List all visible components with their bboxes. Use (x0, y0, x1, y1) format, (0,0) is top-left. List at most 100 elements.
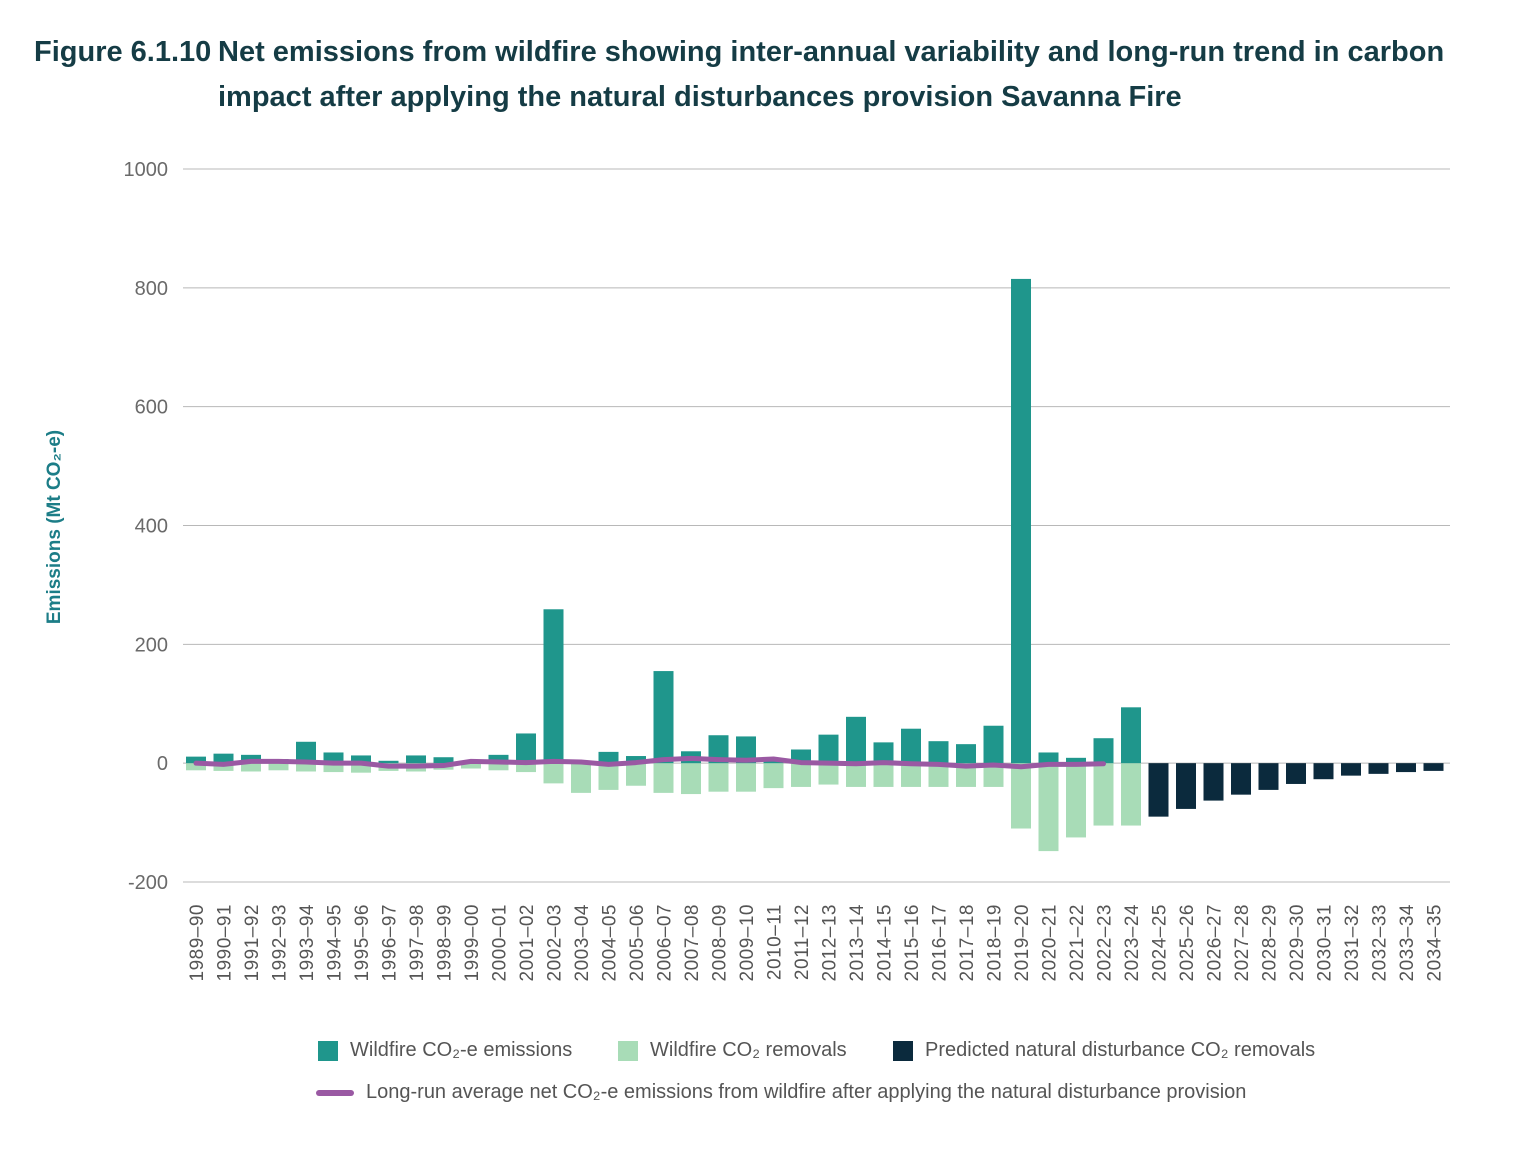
x-tick-label: 2016–17 (930, 904, 951, 981)
removals-bar (1011, 763, 1031, 829)
figure-number: Figure 6.1.10 (34, 36, 212, 68)
x-tick-label: 2010–11 (765, 904, 786, 980)
emissions-bar (351, 755, 371, 764)
x-tick-label: 1989–90 (187, 904, 208, 981)
removals-bar (873, 763, 894, 787)
y-tick-label: 1000 (124, 159, 169, 181)
x-tick-label: 2003–04 (572, 904, 593, 981)
emissions-bar (626, 756, 646, 764)
removals-bar (351, 763, 371, 773)
y-tick-label: 0 (157, 753, 168, 775)
emissions-bar (846, 716, 866, 764)
removals-bar (736, 763, 756, 792)
removals-bar (296, 763, 316, 772)
removals-bar (708, 763, 729, 792)
x-tick-label: 2031–32 (1342, 904, 1363, 981)
x-tick-label: 1997–98 (407, 904, 428, 981)
x-tick-label: 2014–15 (875, 904, 896, 981)
emissions-bar (653, 671, 674, 764)
x-tick-label: 2021–22 (1067, 904, 1088, 981)
emissions-bar (186, 756, 206, 764)
emissions-bar (1066, 757, 1086, 764)
figure-title: Net emissions from wildfire showing inte… (218, 36, 1445, 113)
removals-bar (956, 763, 976, 787)
x-tick-label: 1998–99 (435, 904, 456, 981)
x-tick-label: 1999–00 (462, 904, 483, 981)
emissions-bar (928, 741, 949, 764)
predicted-removals-bar (1258, 763, 1279, 790)
removals-bar (928, 763, 949, 787)
emissions-bar (516, 733, 536, 764)
removals-bar (571, 763, 591, 793)
removals-bar (268, 763, 289, 771)
y-tick-label: 200 (135, 634, 168, 656)
predicted-removals-bar (1396, 763, 1416, 773)
y-axis-ticks: 1000 800 600 400 200 0 -200 (124, 159, 169, 894)
x-tick-label: 2032–33 (1370, 904, 1391, 981)
emissions-bar (1011, 278, 1031, 764)
removals-bar (488, 763, 509, 771)
emissions-bar (598, 751, 619, 764)
x-tick-label: 2004–05 (600, 904, 621, 981)
emissions-bar (818, 734, 839, 764)
removals-bar (213, 763, 234, 771)
x-tick-label: 2030–31 (1315, 904, 1336, 981)
x-tick-label: 2025–26 (1177, 904, 1198, 981)
removals-bar (186, 763, 206, 771)
removals-bar (1093, 763, 1114, 826)
x-tick-label: 2000–01 (490, 904, 511, 981)
x-tick-label: 2002–03 (545, 904, 566, 981)
removals-bar (461, 763, 481, 769)
predicted-removals-bar (1286, 763, 1306, 784)
x-tick-label: 2006–07 (655, 904, 676, 981)
removals-bar (901, 763, 921, 787)
emissions-bar (488, 754, 509, 764)
x-tick-label: 2028–29 (1260, 904, 1281, 981)
y-axis-label: Emissions (Mt CO₂-e) (44, 430, 65, 624)
predicted-removals-bar (1368, 763, 1389, 774)
x-tick-label: 2034–35 (1425, 904, 1446, 981)
removals-bar (1038, 763, 1059, 852)
removals-bar (516, 763, 536, 773)
removals-bar (626, 763, 646, 786)
emissions-bar (1038, 752, 1059, 764)
removals-bar (681, 763, 701, 795)
x-tick-label: 1991–92 (242, 904, 263, 981)
emissions-bar (956, 744, 976, 764)
average-line-group (193, 755, 1106, 770)
x-tick-label: 2019–20 (1012, 904, 1033, 981)
emissions-bar (873, 742, 894, 764)
emissions-bar (901, 728, 921, 764)
emissions-bar (1093, 738, 1114, 764)
y-tick-label: 800 (135, 278, 168, 300)
predicted-removals-bar (1203, 763, 1224, 801)
x-tick-label: 2012–13 (820, 904, 841, 981)
emissions-bar (433, 757, 454, 764)
predicted-removals-bar (1313, 763, 1334, 780)
predicted-removals-bar (1341, 763, 1361, 776)
removals-bar (763, 763, 784, 789)
bars-group (186, 278, 1444, 852)
x-tick-label: 2015–16 (902, 904, 923, 981)
x-tick-label: 2026–27 (1205, 904, 1226, 981)
removals-bar (791, 763, 811, 787)
x-tick-label: 2018–19 (985, 904, 1006, 981)
removals-bar (983, 763, 1004, 787)
emissions-bar (406, 755, 426, 764)
removals-bar (653, 763, 674, 793)
x-tick-label: 2020–21 (1040, 904, 1061, 981)
x-tick-label: 2022–23 (1095, 904, 1116, 981)
removals-bar (1121, 763, 1141, 826)
x-tick-label: 2013–14 (847, 904, 868, 981)
emissions-bar (543, 609, 564, 764)
x-tick-label: 1993–94 (297, 904, 318, 981)
predicted-removals-bar (1423, 763, 1444, 771)
x-tick-label: 2007–08 (682, 904, 703, 981)
emissions-bar (983, 725, 1004, 764)
removals-bar (543, 763, 564, 784)
x-tick-label: 2009–10 (737, 904, 758, 981)
y-tick-label: 600 (135, 397, 168, 419)
x-tick-label: 2011–12 (792, 904, 813, 980)
x-tick-label: 1990–91 (215, 904, 236, 981)
